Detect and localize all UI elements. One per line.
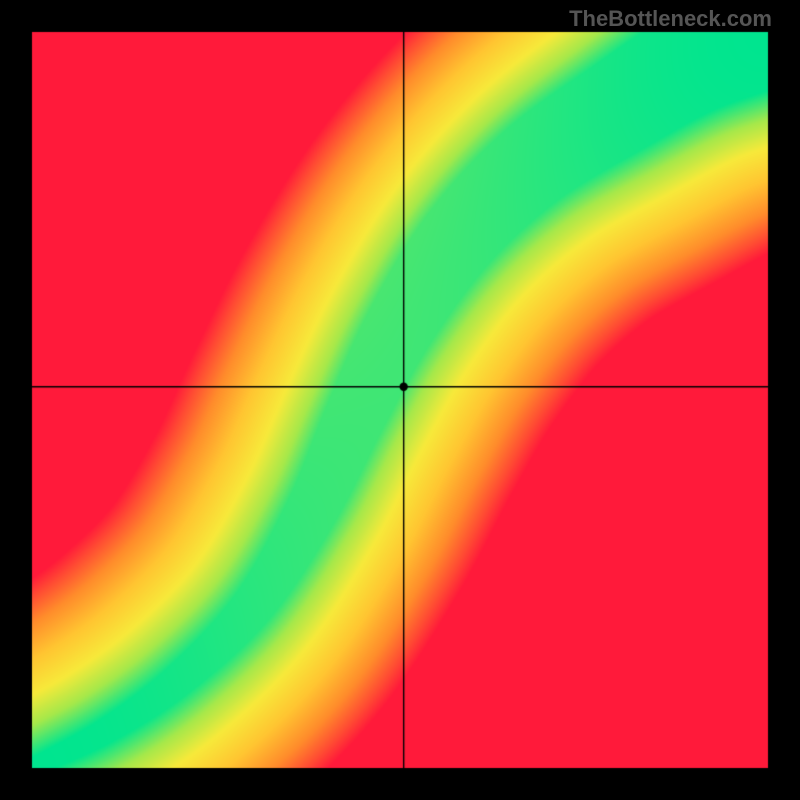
watermark-text: TheBottleneck.com [569, 6, 772, 32]
chart-wrapper: TheBottleneck.com [0, 0, 800, 800]
bottleneck-heatmap [0, 0, 800, 800]
